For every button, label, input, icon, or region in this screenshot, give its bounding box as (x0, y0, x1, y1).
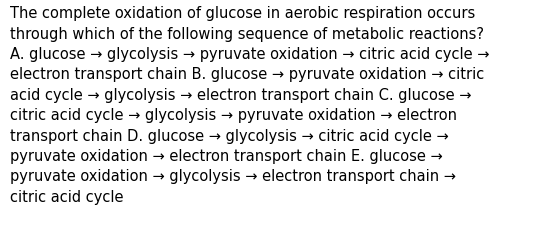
Text: The complete oxidation of glucose in aerobic respiration occurs
through which of: The complete oxidation of glucose in aer… (10, 6, 489, 204)
